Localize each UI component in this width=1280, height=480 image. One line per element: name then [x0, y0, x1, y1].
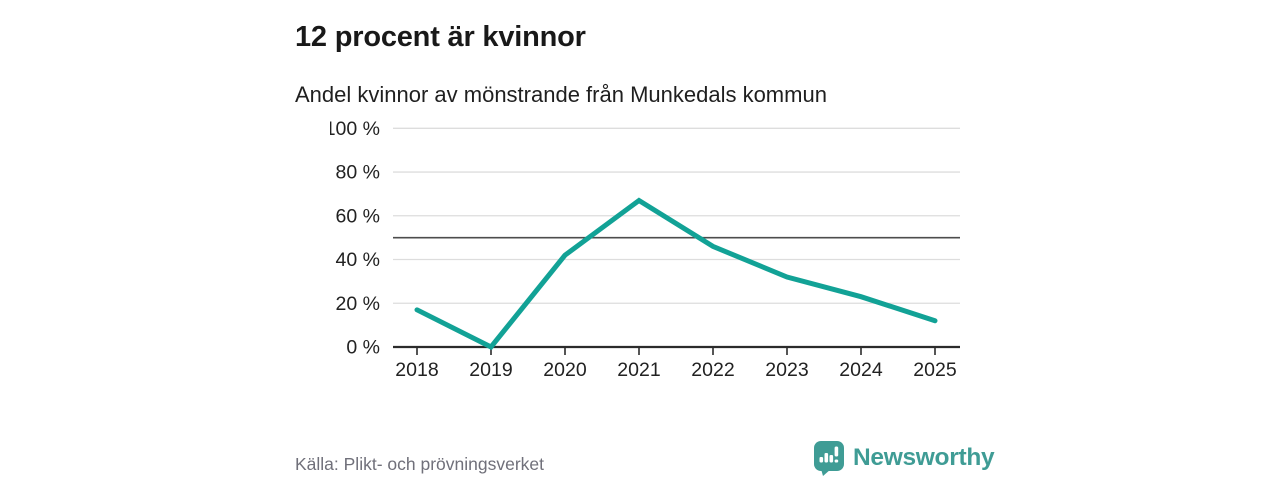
x-axis-label: 2020 [543, 359, 587, 381]
newsworthy-logo: Newsworthy [813, 440, 995, 476]
x-axis-label: 2018 [395, 359, 438, 381]
newsworthy-wordmark: Newsworthy [853, 444, 995, 471]
x-axis-label: 2024 [839, 359, 883, 381]
y-axis-label: 20 % [336, 293, 380, 315]
x-axis-label: 2021 [617, 359, 660, 381]
y-axis-label: 40 % [336, 249, 380, 271]
y-axis-label: 60 % [336, 205, 380, 227]
chart-subtitle: Andel kvinnor av mönstrande från Munkeda… [295, 82, 827, 107]
x-axis-label: 2023 [765, 359, 808, 381]
y-axis-label: 80 % [336, 162, 380, 184]
newsworthy-icon [814, 441, 844, 476]
x-axis-label: 2022 [691, 359, 734, 381]
data-line [414, 197, 938, 351]
x-axis-label: 2025 [913, 359, 957, 381]
headline: 12 procent är kvinnor [295, 21, 586, 54]
y-axis-label: 100 % [330, 118, 380, 140]
line-chart: 2018 2019 2020 2021 2022 2023 2024 2025 0 % 20 % 4… [330, 118, 960, 381]
x-axis-label: 2019 [469, 359, 512, 381]
y-axis-label: 0 % [346, 337, 380, 359]
source-note: Källa: Plikt- och prövningsverket [295, 454, 544, 474]
